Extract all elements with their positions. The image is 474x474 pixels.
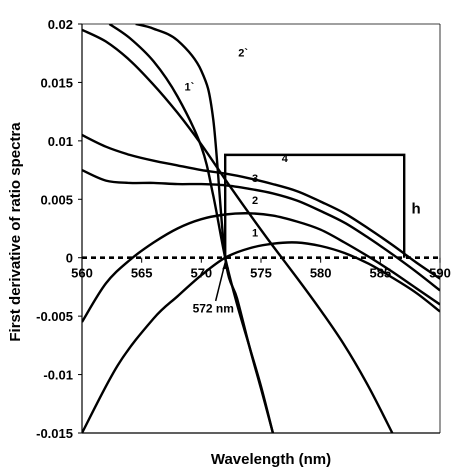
series-line-1-prime [82,28,394,433]
curve-label: 1` [185,82,195,94]
y-tick-label: -0.01 [43,368,73,383]
curve-label: 3 [252,173,258,185]
h-label: h [412,200,421,217]
y-tick-label: 0.01 [48,134,73,149]
y-axis-title: First derivative of ratio spectra [7,122,24,342]
x-tick-label: 580 [310,266,332,281]
tick-labels: 0.02 0.015 0.01 0.005 0 -0.005 -0.01 -0.015 560 5… [36,17,451,441]
measurement-box [224,153,406,258]
y-tick-label: 0.015 [40,75,73,90]
curve-label: 1 [252,228,258,240]
annotation-arrowhead [222,262,230,270]
y-tick-label: 0.005 [40,192,73,207]
x-axis-title: Wavelength (nm) [211,451,331,468]
series-line-2 [82,212,440,323]
y-tick-label: 0 [66,251,73,266]
curve-label: 2 [252,195,258,207]
y-tick-label: -0.015 [36,426,73,441]
x-tick-label: 590 [429,266,451,281]
x-tick-label: 570 [190,266,212,281]
curve-label: 4 [282,153,289,165]
series-line-3 [82,168,440,292]
y-tick-label: 0.02 [48,17,73,32]
plot-area: 1 2 3 4 1` 2` 572 nm h [82,24,440,433]
x-tick-label: 585 [369,266,391,281]
x-tick-label: 575 [250,266,272,281]
curve-label: 2` [238,48,248,60]
series-line-unlabeled-6 [135,24,275,433]
x-tick-label: 560 [71,266,93,281]
x-tick-label: 565 [131,266,153,281]
axes [78,23,441,434]
series-line-4 [82,133,440,280]
curves [82,24,440,433]
wavelength-annotation: 572 nm [193,302,234,316]
y-tick-label: -0.005 [36,309,73,324]
series-line-1 [82,241,440,433]
